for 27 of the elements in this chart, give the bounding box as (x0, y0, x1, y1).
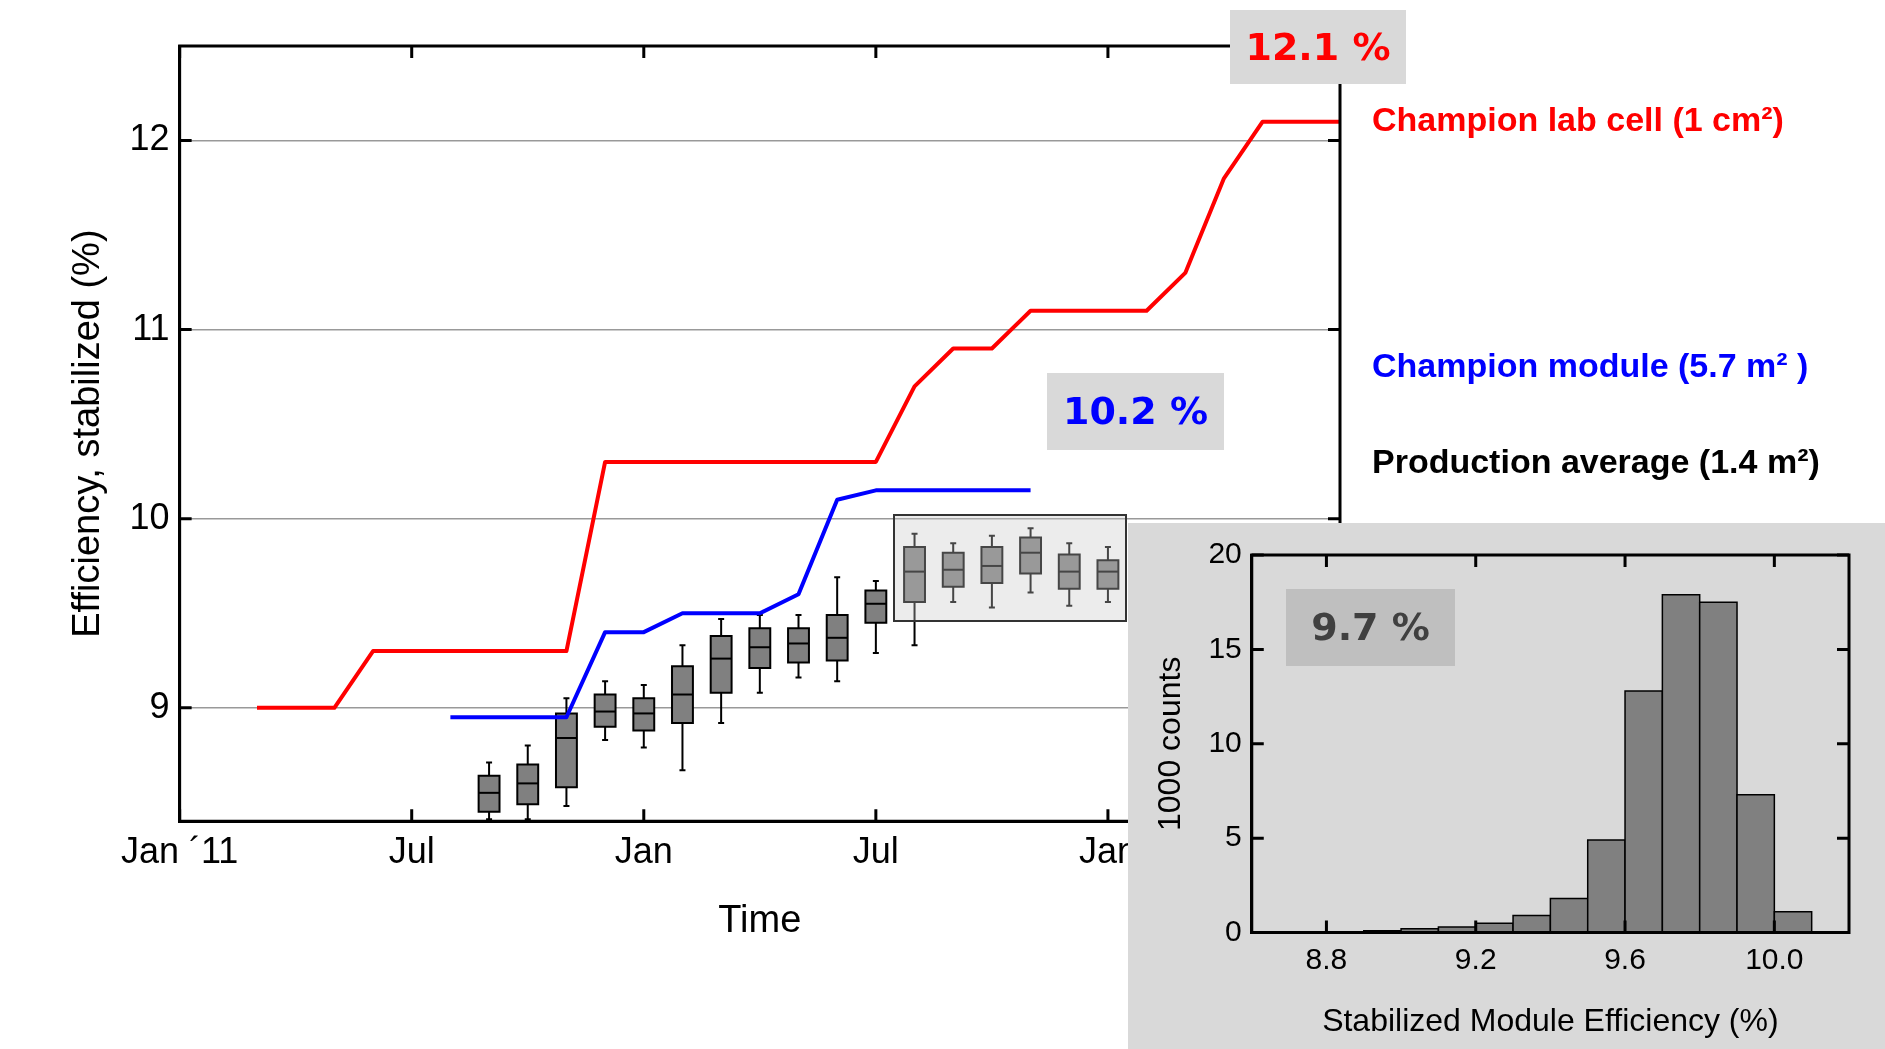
x-tick-label: 9.6 (1604, 941, 1646, 975)
y-axis-title: 1000 counts (1151, 656, 1188, 831)
series-label: Champion lab cell (1 cm²) (1372, 100, 1784, 139)
x-tick-label: 8.8 (1305, 941, 1348, 975)
x-tick-label: Jul (388, 829, 435, 871)
x-tick-label: Jan (614, 829, 673, 871)
annotation: 9.7 % (1286, 589, 1455, 666)
y-tick-label: 9 (149, 684, 170, 726)
annotation: 10.2 % (1047, 373, 1224, 450)
y-tick-label: 0 (1225, 913, 1242, 947)
text: Champion module (5.7 m² ) (1372, 346, 1809, 385)
x-tick-label: Jul (852, 829, 899, 871)
x-tick-label: Jan ´11 (120, 829, 239, 871)
text: Production average (1.4 m²) (1372, 442, 1820, 481)
y-tick-label: 20 (1208, 536, 1242, 570)
x-axis-title: Stabilized Module Efficiency (%) (1322, 1001, 1779, 1038)
y-tick-label: 10 (1208, 725, 1242, 759)
x-tick-label: 10.0 (1745, 941, 1804, 975)
y-tick-label: 10 (129, 495, 170, 537)
y-axis-title: Efficiency, stabilized (%) (65, 229, 108, 638)
x-tick-label: 9.2 (1454, 941, 1497, 975)
y-tick-label: 5 (1225, 819, 1242, 853)
x-axis-title: Time (718, 897, 802, 940)
annotation: 12.1 % (1230, 10, 1406, 84)
y-tick-label: 15 (1208, 630, 1242, 664)
y-tick-label: 12 (129, 117, 170, 159)
y-tick-label: 11 (132, 306, 170, 348)
